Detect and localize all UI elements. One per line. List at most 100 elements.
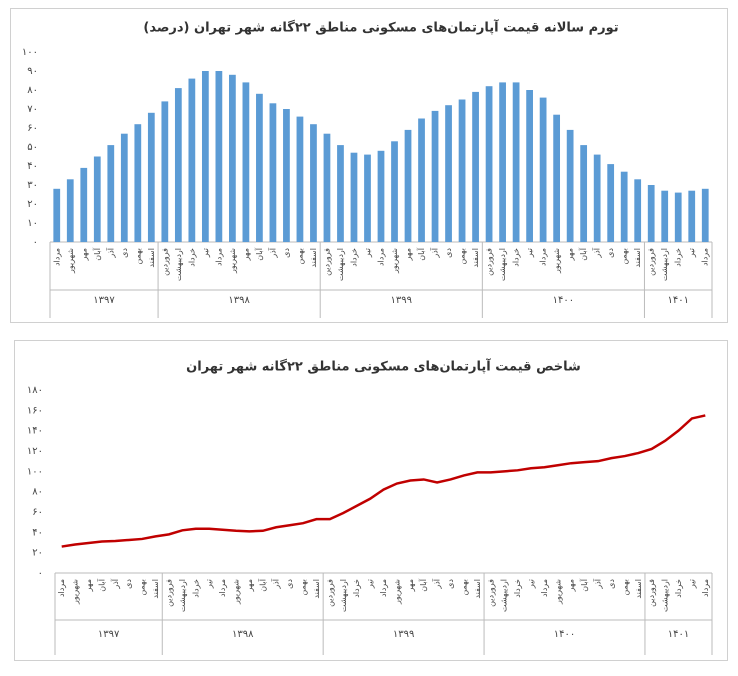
x-tick-label: فروردین xyxy=(647,248,656,276)
x-tick-label: بهمن xyxy=(138,579,147,596)
bar xyxy=(431,110,439,243)
x-tick-label: خرداد xyxy=(187,248,196,267)
x-tick-label: تیر xyxy=(525,248,534,258)
bar xyxy=(310,124,317,242)
y-tick-label: ۸۰ xyxy=(32,487,43,498)
x-tick-label: فروردین xyxy=(164,579,173,607)
bar xyxy=(323,133,331,242)
x-tick-label: آذر xyxy=(432,578,442,589)
group-label: ۱۴۰۰ xyxy=(554,629,575,640)
bar xyxy=(66,179,74,242)
bar xyxy=(120,133,128,242)
bar xyxy=(607,164,615,242)
group-label: ۱۳۹۹ xyxy=(391,295,412,306)
x-tick-label: مهر xyxy=(566,248,575,261)
x-tick-label: اردیبهشت xyxy=(661,579,670,612)
x-tick-label: تیر xyxy=(366,579,375,589)
x-tick-label: فروردین xyxy=(485,248,494,276)
bar xyxy=(647,185,655,242)
x-tick-label: آبان xyxy=(96,578,106,592)
x-tick-label: تیر xyxy=(526,579,535,589)
chart-frame xyxy=(10,8,728,323)
y-tick-label: ۱۰۰ xyxy=(27,466,43,477)
x-tick-label: مهر xyxy=(79,248,88,261)
x-tick-label: آبان xyxy=(257,578,267,592)
x-tick-label: بهمن xyxy=(620,248,629,265)
x-tick-label: مرداد xyxy=(701,248,710,266)
y-tick-label: ۲۰ xyxy=(27,199,38,210)
bar xyxy=(688,190,696,242)
x-tick-label: اسفند xyxy=(151,579,160,599)
bar xyxy=(93,156,101,242)
bar xyxy=(107,145,115,242)
x-tick-label: اسفند xyxy=(634,579,643,599)
x-tick-label: آذر xyxy=(593,578,603,589)
x-tick-label: اردیبهشت xyxy=(498,248,507,281)
x-tick-label: خرداد xyxy=(349,248,358,267)
x-tick-label: شهریور xyxy=(392,579,401,605)
bar xyxy=(593,154,601,242)
x-tick-label: تیر xyxy=(687,579,696,589)
x-tick-label: دی xyxy=(124,579,133,589)
chart-title: تورم سالانه قیمت آپارتمان‌های مسکونی منا… xyxy=(143,19,618,36)
bar xyxy=(337,145,344,242)
y-tick-label: ۱۸۰ xyxy=(27,385,43,396)
x-tick-label: فروردین xyxy=(160,248,169,276)
bar xyxy=(580,145,588,242)
bar xyxy=(553,114,561,242)
bar xyxy=(242,82,250,243)
x-tick-label: آذر xyxy=(271,578,281,589)
x-tick-label: دی xyxy=(120,248,129,258)
x-tick-label: شهریور xyxy=(66,248,75,274)
bar xyxy=(526,90,533,242)
x-tick-label: اردیبهشت xyxy=(178,579,187,612)
x-tick-label: آبان xyxy=(578,247,588,261)
bar xyxy=(296,116,304,242)
bar xyxy=(512,82,520,243)
x-tick-label: شهریور xyxy=(553,579,562,605)
bar xyxy=(134,124,142,242)
x-tick-label: مرداد xyxy=(377,248,386,266)
bar xyxy=(674,192,682,242)
x-tick-label: آذر xyxy=(110,578,120,589)
group-label: ۱۳۹۸ xyxy=(228,295,250,306)
x-tick-label: فروردین xyxy=(322,248,331,276)
x-tick-label: خرداد xyxy=(674,248,683,267)
bar xyxy=(377,150,385,242)
bar xyxy=(350,152,358,242)
x-tick-label: اسفند xyxy=(471,248,480,268)
x-tick-label: شهریور xyxy=(228,248,237,274)
x-tick-label: بهمن xyxy=(295,248,304,265)
y-tick-label: ۹۰ xyxy=(27,66,38,77)
x-tick-label: آبان xyxy=(254,247,264,261)
x-tick-label: شهریور xyxy=(552,248,561,274)
group-label: ۱۳۹۸ xyxy=(232,629,254,640)
chart-frame xyxy=(14,340,728,661)
bar xyxy=(539,97,547,242)
x-tick-label: مهر xyxy=(241,248,250,261)
x-tick-label: آبان xyxy=(418,578,428,592)
x-tick-label: فروردین xyxy=(647,579,656,607)
x-tick-label: آذر xyxy=(430,247,440,258)
x-tick-label: خرداد xyxy=(191,579,200,598)
x-tick-label: آذر xyxy=(105,247,115,258)
x-tick-label: خرداد xyxy=(513,579,522,598)
x-tick-label: مرداد xyxy=(540,579,549,597)
bar xyxy=(80,167,88,242)
x-tick-label: آبان xyxy=(416,247,426,261)
x-tick-label: شهریور xyxy=(232,579,241,605)
x-tick-label: مهر xyxy=(567,579,576,592)
line-series xyxy=(61,414,706,548)
x-tick-label: بهمن xyxy=(459,579,468,596)
x-tick-label: تیر xyxy=(687,248,696,258)
x-tick-label: آبان xyxy=(92,247,102,261)
bar xyxy=(147,112,155,242)
bar xyxy=(485,86,493,242)
y-tick-label: ۱۲۰ xyxy=(27,446,43,457)
y-tick-label: ۰ xyxy=(33,237,38,248)
x-tick-label: اسفند xyxy=(473,579,482,599)
x-tick-label: دی xyxy=(444,248,453,258)
x-tick-label: اردیبهشت xyxy=(339,579,348,612)
